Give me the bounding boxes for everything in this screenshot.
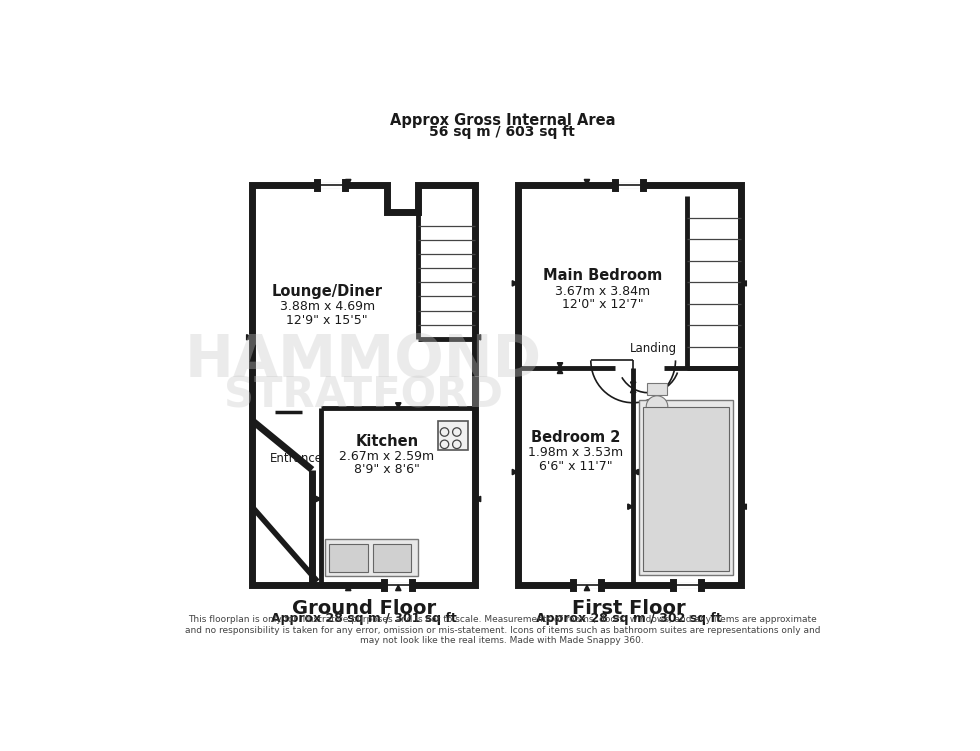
Bar	[639, 400, 733, 575]
Text: Bathroom: Bathroom	[653, 431, 721, 444]
Text: 8'9" x 8'6": 8'9" x 8'6"	[354, 463, 419, 476]
Bar	[373, 544, 412, 572]
Text: 12'9" x 15'5": 12'9" x 15'5"	[286, 314, 368, 327]
Text: STRATFORD: STRATFORD	[224, 374, 503, 416]
Bar	[325, 539, 417, 576]
Polygon shape	[316, 496, 321, 502]
Polygon shape	[741, 281, 747, 286]
Text: 2.67m x 2.59m: 2.67m x 2.59m	[339, 450, 434, 463]
Bar	[647, 384, 667, 395]
Text: 12'0" x 12'7": 12'0" x 12'7"	[562, 298, 643, 312]
Polygon shape	[517, 185, 741, 585]
Polygon shape	[396, 585, 401, 590]
Text: Approx 28 sq m / 301 sq ft: Approx 28 sq m / 301 sq ft	[270, 612, 457, 625]
Text: 1.66m x 2.55m: 1.66m x 2.55m	[645, 447, 729, 457]
Text: Approx 28 sq m / 302 sq ft: Approx 28 sq m / 302 sq ft	[536, 612, 722, 625]
Text: 3.88m x 4.69m: 3.88m x 4.69m	[279, 300, 374, 313]
Polygon shape	[513, 469, 517, 475]
Polygon shape	[633, 469, 639, 475]
Polygon shape	[513, 281, 517, 286]
Circle shape	[646, 396, 667, 418]
Text: Ground Floor: Ground Floor	[292, 599, 436, 618]
Text: 56 sq m / 603 sq ft: 56 sq m / 603 sq ft	[429, 125, 575, 140]
Text: Main Bedroom: Main Bedroom	[543, 268, 662, 283]
Polygon shape	[741, 504, 747, 509]
Bar	[438, 421, 467, 451]
Bar	[643, 406, 729, 572]
Polygon shape	[630, 388, 636, 393]
Text: 6'6" x 11'7": 6'6" x 11'7"	[539, 460, 612, 473]
Polygon shape	[558, 363, 563, 368]
Text: 5'5" x 8'4": 5'5" x 8'4"	[658, 460, 716, 470]
Polygon shape	[396, 403, 401, 408]
Polygon shape	[584, 585, 590, 590]
Text: Lounge/Diner: Lounge/Diner	[271, 284, 382, 299]
Text: Bedroom 2: Bedroom 2	[531, 430, 620, 445]
Polygon shape	[558, 368, 563, 373]
Text: This floorplan is only for illustrative purposes and is not to scale. Measuremen: This floorplan is only for illustrative …	[184, 616, 820, 645]
Polygon shape	[630, 382, 636, 388]
Text: Kitchen: Kitchen	[355, 434, 418, 449]
Polygon shape	[628, 504, 633, 509]
Polygon shape	[247, 335, 252, 340]
Text: Landing: Landing	[629, 342, 677, 355]
Polygon shape	[475, 496, 481, 502]
Polygon shape	[475, 335, 481, 340]
Text: HAMMOND: HAMMOND	[185, 332, 542, 389]
Text: 1.98m x 3.53m: 1.98m x 3.53m	[528, 446, 623, 460]
Text: First Floor: First Floor	[572, 599, 686, 618]
Text: 3.67m x 3.84m: 3.67m x 3.84m	[555, 285, 650, 297]
Polygon shape	[346, 179, 351, 185]
Text: Approx Gross Internal Area: Approx Gross Internal Area	[389, 113, 615, 128]
Polygon shape	[346, 585, 351, 590]
Text: Entrance: Entrance	[270, 452, 323, 466]
Polygon shape	[252, 185, 475, 585]
Bar	[329, 544, 368, 572]
Polygon shape	[584, 179, 590, 185]
